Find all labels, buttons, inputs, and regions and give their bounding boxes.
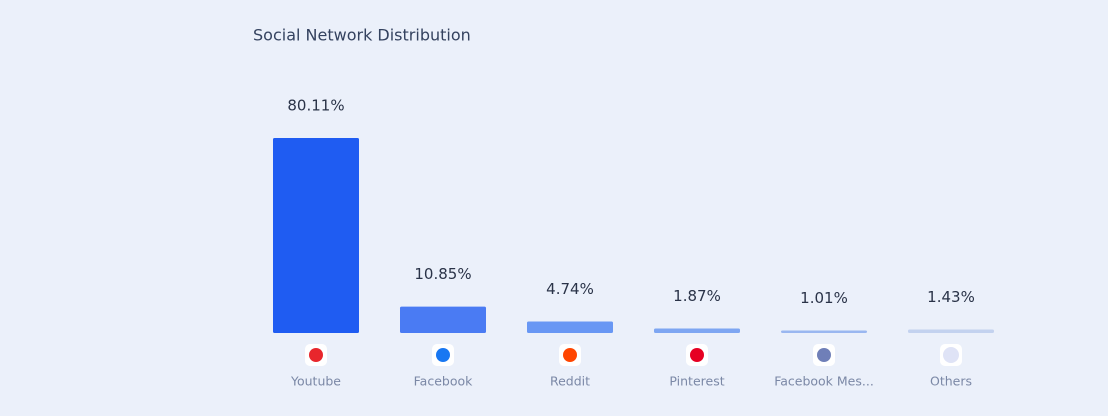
- chart-title: Social Network Distribution: [253, 26, 471, 45]
- value-label: 1.43%: [927, 288, 975, 306]
- bar: [654, 328, 740, 333]
- value-label: 10.85%: [414, 265, 471, 283]
- x-tick-label: Youtube: [290, 374, 341, 389]
- value-label: 80.11%: [287, 97, 344, 115]
- x-tick-label: Reddit: [550, 374, 590, 389]
- category-icon-glyph: [563, 348, 577, 362]
- x-tick-label: Others: [930, 374, 972, 389]
- bar: [400, 306, 486, 333]
- value-label: 4.74%: [546, 280, 594, 298]
- bar: [273, 138, 359, 333]
- category-icon-glyph: [690, 348, 704, 362]
- category-icon-glyph: [436, 348, 450, 362]
- category-icon-glyph: [817, 348, 831, 362]
- bar: [908, 329, 994, 333]
- category-icon-glyph: [309, 348, 323, 362]
- value-label: 1.87%: [673, 287, 721, 305]
- bar: [781, 330, 867, 333]
- x-tick-label: Facebook Mes...: [774, 374, 874, 389]
- x-tick-label: Facebook: [414, 374, 473, 389]
- bar: [527, 321, 613, 333]
- category-icon-glyph: [943, 347, 959, 363]
- value-label: 1.01%: [800, 289, 848, 307]
- x-tick-label: Pinterest: [669, 374, 724, 389]
